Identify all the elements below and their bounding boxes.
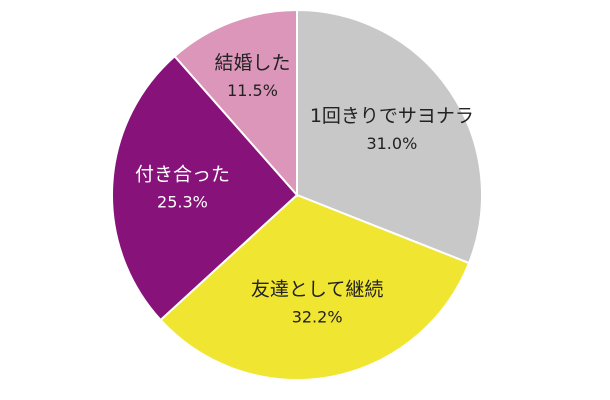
slice-label: 友達として継続	[251, 279, 383, 301]
slice-label: 結婚した	[215, 52, 291, 74]
pie-slice	[296, 8, 483, 265]
pie-slice	[159, 193, 471, 381]
pie-slice	[111, 54, 299, 322]
slice-value-label: 11.5%	[227, 81, 278, 100]
slice-label: 1回きりでサヨナラ	[310, 105, 474, 127]
slice-label: 付き合った	[135, 163, 230, 185]
slice-value-label: 25.3%	[157, 192, 208, 211]
slice-value-label: 31.0%	[366, 134, 417, 153]
slice-value-label: 32.2%	[292, 308, 343, 327]
pie-slice	[173, 8, 298, 198]
